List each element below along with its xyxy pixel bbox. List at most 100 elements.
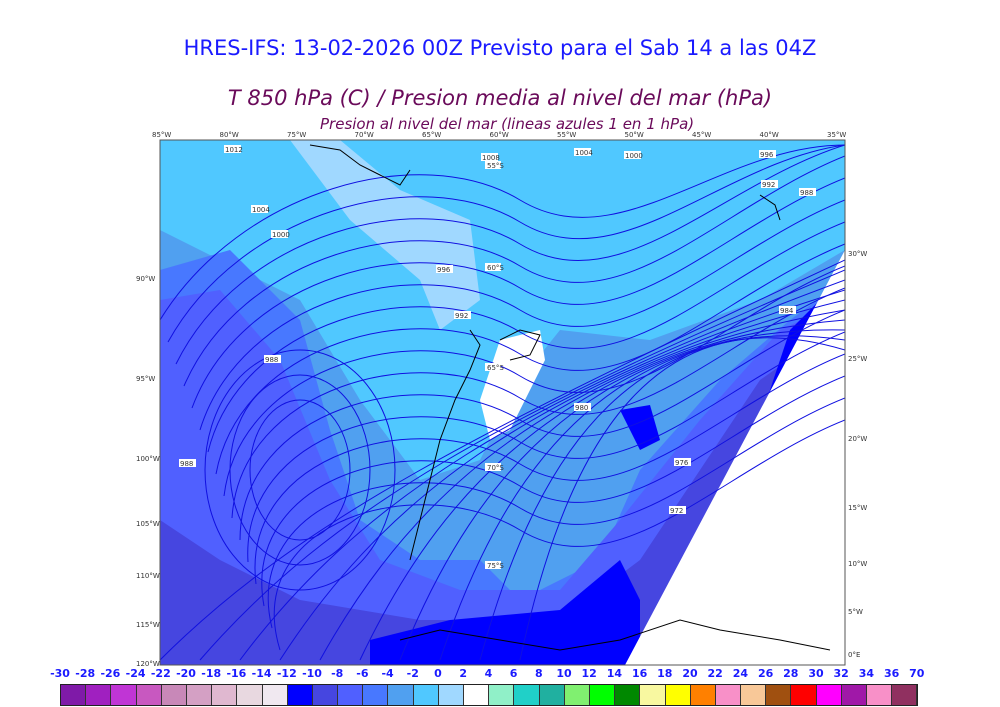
isobar	[439, 329, 845, 661]
isobar	[199, 199, 845, 431]
isobar-low	[204, 349, 396, 591]
top-lon-label: 45°W	[692, 131, 711, 139]
isobar-label-bg	[574, 403, 591, 411]
isobar-label: 992	[455, 312, 468, 320]
left-lon-label: 100°W	[136, 455, 160, 463]
isobar-label-bg	[179, 459, 196, 467]
colorbar-swatch	[892, 685, 918, 705]
right-lon-label: 30°W	[848, 250, 867, 258]
isobar	[223, 265, 845, 497]
colorbar-swatch	[791, 685, 817, 705]
isobar	[231, 287, 845, 519]
isobar	[267, 397, 845, 629]
isobar	[261, 375, 845, 607]
colorbar-label: 6	[509, 667, 518, 680]
top-lon-label: 55°W	[557, 131, 576, 139]
isobar-label: 972	[670, 507, 683, 515]
colorbar-swatch	[388, 685, 414, 705]
isobar	[254, 353, 845, 585]
colorbar-label: 70	[909, 667, 925, 680]
top-lon-label: 65°W	[422, 131, 441, 139]
colorbar-label: -20	[176, 667, 196, 680]
colorbar-swatch	[438, 685, 464, 705]
colorbar-swatch	[262, 685, 288, 705]
right-lon-label: 25°W	[848, 355, 867, 363]
isobar-low	[249, 399, 351, 541]
isobar-label: 992	[762, 181, 775, 189]
isobar	[479, 335, 845, 661]
colorbar-label: -24	[125, 667, 146, 680]
isobar-label: 1008	[482, 154, 500, 162]
colorbar-label: 4	[484, 667, 493, 680]
isobar	[279, 289, 845, 661]
isobar	[359, 309, 845, 661]
right-lon-label: 5°W	[848, 608, 863, 616]
top-lon-label: 35°W	[827, 131, 846, 139]
colorbar-swatch	[186, 685, 213, 705]
colorbar-label: 14	[606, 667, 623, 680]
colorbar-label: -14	[251, 667, 272, 680]
left-lon-label: 115°W	[136, 621, 160, 629]
colorbar-swatch	[816, 685, 842, 705]
colorbar-swatch	[338, 685, 364, 705]
map-subtitle-isobars: Presion al nivel del mar (lineas azules …	[320, 115, 695, 133]
isobar-label-bg	[454, 311, 471, 319]
lat-label-bg	[485, 463, 501, 471]
colorbar-label: 16	[631, 667, 648, 680]
lat-label-bg	[485, 263, 501, 271]
isobar-label: 1004	[252, 206, 270, 214]
isobar	[191, 177, 845, 409]
colorbar	[60, 684, 919, 706]
colorbar-label: 22	[707, 667, 723, 680]
colorbar-label: 24	[732, 667, 749, 680]
top-lon-label: 70°W	[355, 131, 374, 139]
colorbar-swatch	[589, 685, 616, 705]
top-lon-label: 60°W	[490, 131, 509, 139]
colorbar-swatch	[61, 685, 87, 705]
left-lon-label: 95°W	[136, 375, 155, 383]
top-lon-label: 75°W	[287, 131, 306, 139]
colorbar-swatch	[514, 685, 540, 705]
top-lon-label: 40°W	[760, 131, 779, 139]
isobar-label-bg	[779, 306, 796, 314]
colorbar-label: -16	[226, 667, 247, 680]
colorbar-swatch	[715, 685, 742, 705]
colorbar-label: 28	[783, 667, 799, 680]
isobar	[399, 319, 845, 661]
map-frame	[159, 139, 846, 666]
colorbar-label: -30	[50, 667, 70, 680]
isobar-label-bg	[271, 230, 288, 238]
colorbar-label: 12	[581, 667, 597, 680]
isobar-label: 1004	[575, 149, 593, 157]
isobar-label-bg	[674, 458, 691, 466]
colorbar-swatch	[212, 685, 238, 705]
lat-label: 75°S	[487, 562, 504, 570]
colorbar-swatch	[489, 685, 515, 705]
isobar-label: 976	[675, 459, 689, 467]
colorbar-label: -8	[331, 667, 344, 680]
colorbar-swatch	[640, 685, 666, 705]
isobar-label-bg	[624, 151, 641, 159]
lat-label: 60°S	[487, 264, 504, 272]
colorbar-label: -28	[75, 667, 96, 680]
colorbar-label: 10	[556, 667, 572, 680]
isobar	[183, 155, 845, 387]
colorbar-swatch	[136, 685, 162, 705]
isobar	[519, 337, 845, 661]
lat-label: 55°S	[487, 162, 504, 170]
isobar-label: 988	[180, 460, 193, 468]
lat-label-bg	[485, 561, 501, 569]
colorbar-swatch	[766, 685, 792, 705]
isobar	[247, 331, 845, 563]
right-lon-label: 20°W	[848, 435, 867, 443]
colorbar-label: -6	[356, 667, 369, 680]
temperature-field	[160, 140, 845, 665]
left-lon-label: 90°W	[136, 275, 155, 283]
isobar-label: 988	[265, 356, 278, 364]
colorbar-label: 20	[682, 667, 698, 680]
isobar-label-bg	[264, 355, 281, 363]
colorbar-label: 26	[757, 667, 774, 680]
top-lon-label: 85°W	[152, 131, 171, 139]
colorbar-label: 8	[534, 667, 543, 680]
isobar-label: 996	[437, 266, 451, 274]
